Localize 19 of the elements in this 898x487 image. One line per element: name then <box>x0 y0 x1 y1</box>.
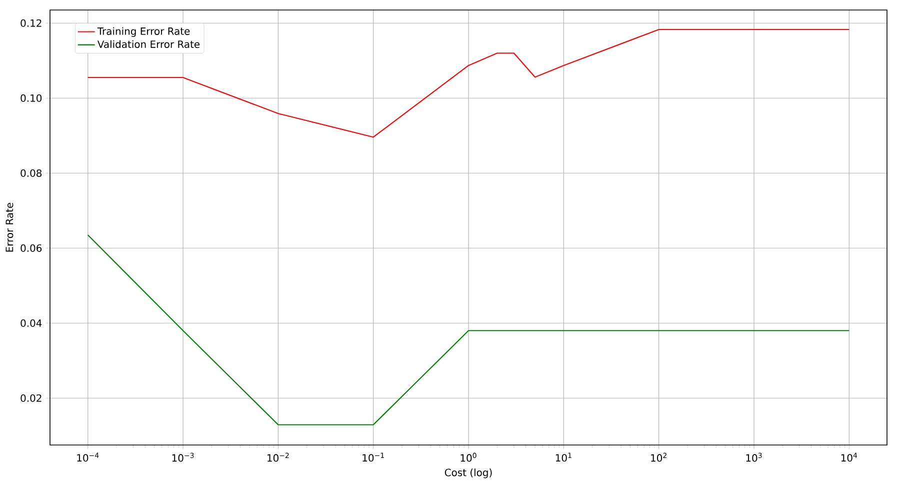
legend-label: Training Error Rate <box>97 27 190 37</box>
x-tick-label: 10$^{3}$ <box>746 452 762 462</box>
legend-label: Validation Error Rate <box>97 40 200 48</box>
x-tick-label: 10$^{4}$ <box>841 452 858 462</box>
x-axis-title: Cost (log) <box>444 468 492 478</box>
y-tick-label: 0.10 <box>20 94 42 102</box>
y-tick-label: 0.08 <box>20 169 42 177</box>
y-axis-title: Error Rate <box>6 202 14 252</box>
x-tick-label: 10$^{−1}$ <box>362 452 384 462</box>
y-tick-label: 0.04 <box>20 319 42 327</box>
x-tick-label: 10$^{−4}$ <box>77 452 99 462</box>
x-tick-label: 10$^{−3}$ <box>172 452 194 462</box>
y-tick-label: 0.02 <box>20 394 42 402</box>
y-tick-label: 0.12 <box>20 19 42 27</box>
x-tick-label: 10$^{2}$ <box>651 452 666 462</box>
x-tick-label: 10$^{0}$ <box>460 452 476 462</box>
y-tick-label: 0.06 <box>20 244 42 252</box>
x-tick-label: 10$^{−2}$ <box>268 452 289 462</box>
x-tick-label: 10$^{1}$ <box>556 452 572 462</box>
